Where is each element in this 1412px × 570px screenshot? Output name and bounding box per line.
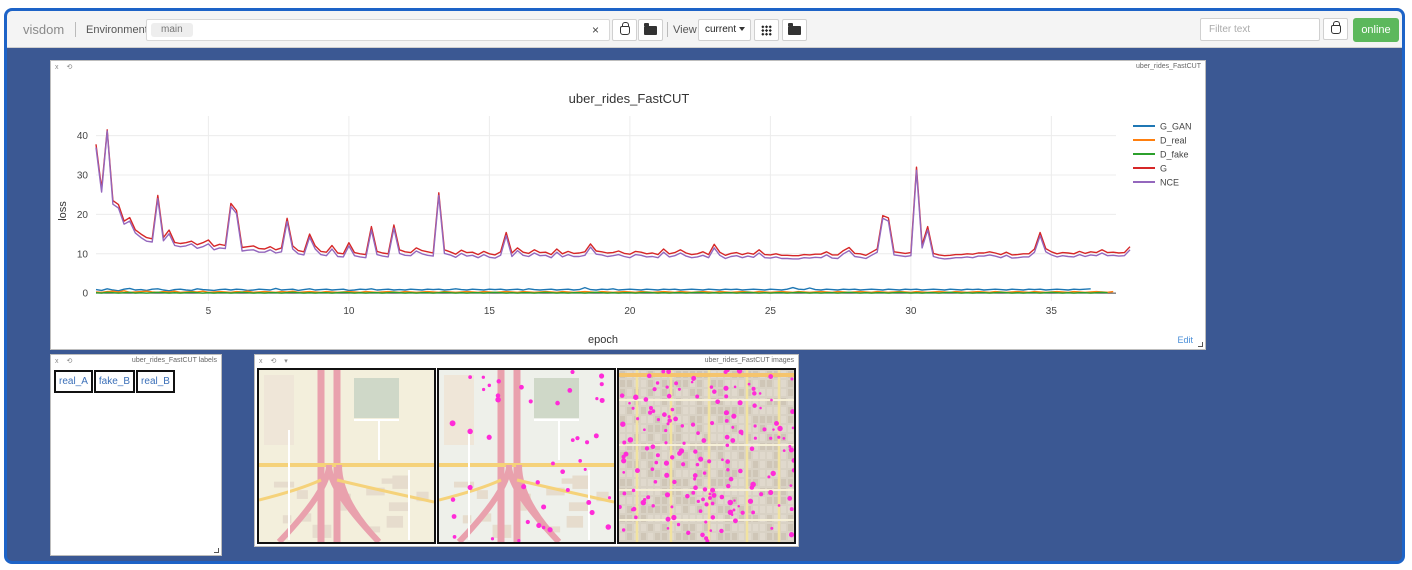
pane-title: uber_rides_FastCUT labels <box>131 357 217 364</box>
label-real-a: real_A <box>54 370 93 393</box>
pane-controls[interactable]: x ⟲ ▾ <box>259 358 291 365</box>
toolbar-separator <box>75 22 76 37</box>
manage-views-button[interactable] <box>782 19 807 41</box>
images-pane[interactable]: x ⟲ ▾ uber_rides_FastCUT images <box>254 354 799 547</box>
y-tick-label: 30 <box>77 171 89 182</box>
y-tick-label: 0 <box>82 289 88 300</box>
folder-icon <box>644 22 657 35</box>
toolbar-separator <box>667 22 668 37</box>
series-line-g <box>95 129 1131 257</box>
legend-entry: G <box>1160 164 1167 174</box>
clear-environment-icon[interactable]: × <box>591 23 599 37</box>
environment-label: Environment <box>86 24 148 36</box>
filter-text-input[interactable] <box>1200 18 1320 41</box>
x-tick-label: 10 <box>343 306 355 317</box>
edit-plot-link[interactable]: Edit <box>1177 335 1193 345</box>
top-toolbar: visdom Environment main × View current o… <box>7 11 1402 48</box>
pane-titlebar[interactable]: x ⟲ uber_rides_FastCUT labels <box>51 355 221 367</box>
loss-chart[interactable]: 5 10 15 20 25 30 35 0 10 20 30 40 uber_rides_FastCUT… <box>51 61 1207 351</box>
map-image-fake-b <box>437 368 616 544</box>
label-fake-b: fake_B <box>93 370 136 393</box>
label-real-b: real_B <box>136 370 175 393</box>
pane-title: uber_rides_FastCUT <box>1136 63 1201 70</box>
folder-icon <box>788 22 801 35</box>
legend-entry: D_real <box>1160 136 1187 146</box>
y-axis-label: loss <box>57 201 69 221</box>
grid-icon <box>761 24 772 36</box>
environment-select[interactable]: main × <box>146 19 610 41</box>
pane-titlebar[interactable]: x ⟲ uber_rides_FastCUT <box>51 61 1205 73</box>
map-image-real-b <box>617 368 796 544</box>
x-axis-label: epoch <box>588 334 618 346</box>
x-tick-label: 30 <box>905 306 917 317</box>
series-line-d-fake <box>95 291 1108 294</box>
environment-tag-main[interactable]: main <box>151 23 193 37</box>
map-graphic <box>259 370 434 542</box>
x-tick-label: 5 <box>206 306 212 317</box>
x-tick-label: 35 <box>1046 306 1058 317</box>
pane-titlebar[interactable]: x ⟲ ▾ uber_rides_FastCUT images <box>255 355 798 367</box>
pane-title: uber_rides_FastCUT images <box>704 357 794 364</box>
clear-env-button[interactable] <box>612 19 637 41</box>
labels-pane[interactable]: x ⟲ uber_rides_FastCUT labels real_A fak… <box>50 354 222 556</box>
x-tick-label: 20 <box>624 306 636 317</box>
legend-entry: D_fake <box>1160 150 1189 160</box>
x-tick-label: 25 <box>765 306 777 317</box>
y-tick-label: 20 <box>77 210 89 221</box>
y-tick-label: 10 <box>77 249 89 260</box>
chart-title: uber_rides_FastCUT <box>569 91 690 106</box>
resize-handle-icon[interactable] <box>1198 342 1203 347</box>
eraser-icon <box>619 21 630 35</box>
view-label: View <box>673 24 697 36</box>
connection-status-button[interactable]: online <box>1353 18 1399 42</box>
x-tick-label: 15 <box>484 306 496 317</box>
pane-controls[interactable]: x ⟲ <box>55 64 76 71</box>
view-select[interactable]: current <box>698 19 751 41</box>
eraser-icon <box>1330 20 1341 34</box>
chevron-down-icon <box>739 27 746 32</box>
series-line-nce <box>95 130 1131 260</box>
map-image-real-a <box>257 368 436 544</box>
plot-pane[interactable]: x ⟲ uber_rides_FastCUT 5 10 15 20 25 30 35 0 10 2… <box>50 60 1206 350</box>
view-select-value: current <box>705 24 737 35</box>
manage-env-button[interactable] <box>638 19 663 41</box>
image-grid <box>257 368 797 544</box>
repack-layout-button[interactable] <box>754 19 779 41</box>
series-line-d-real <box>95 290 1114 294</box>
legend-entry: G_GAN <box>1160 122 1192 132</box>
labels-row: real_A fake_B real_B <box>54 370 176 393</box>
clear-filter-button[interactable] <box>1323 18 1348 40</box>
legend-entry: NCE <box>1160 178 1179 188</box>
pane-controls[interactable]: x ⟲ <box>55 358 76 365</box>
resize-handle-icon[interactable] <box>214 548 219 553</box>
map-graphic <box>439 370 614 542</box>
app-brand: visdom <box>23 22 65 37</box>
y-tick-label: 40 <box>77 131 89 142</box>
map-graphic <box>619 370 794 542</box>
series-line-g-gan <box>95 286 1091 292</box>
visdom-window: visdom Environment main × View current o… <box>4 8 1405 564</box>
